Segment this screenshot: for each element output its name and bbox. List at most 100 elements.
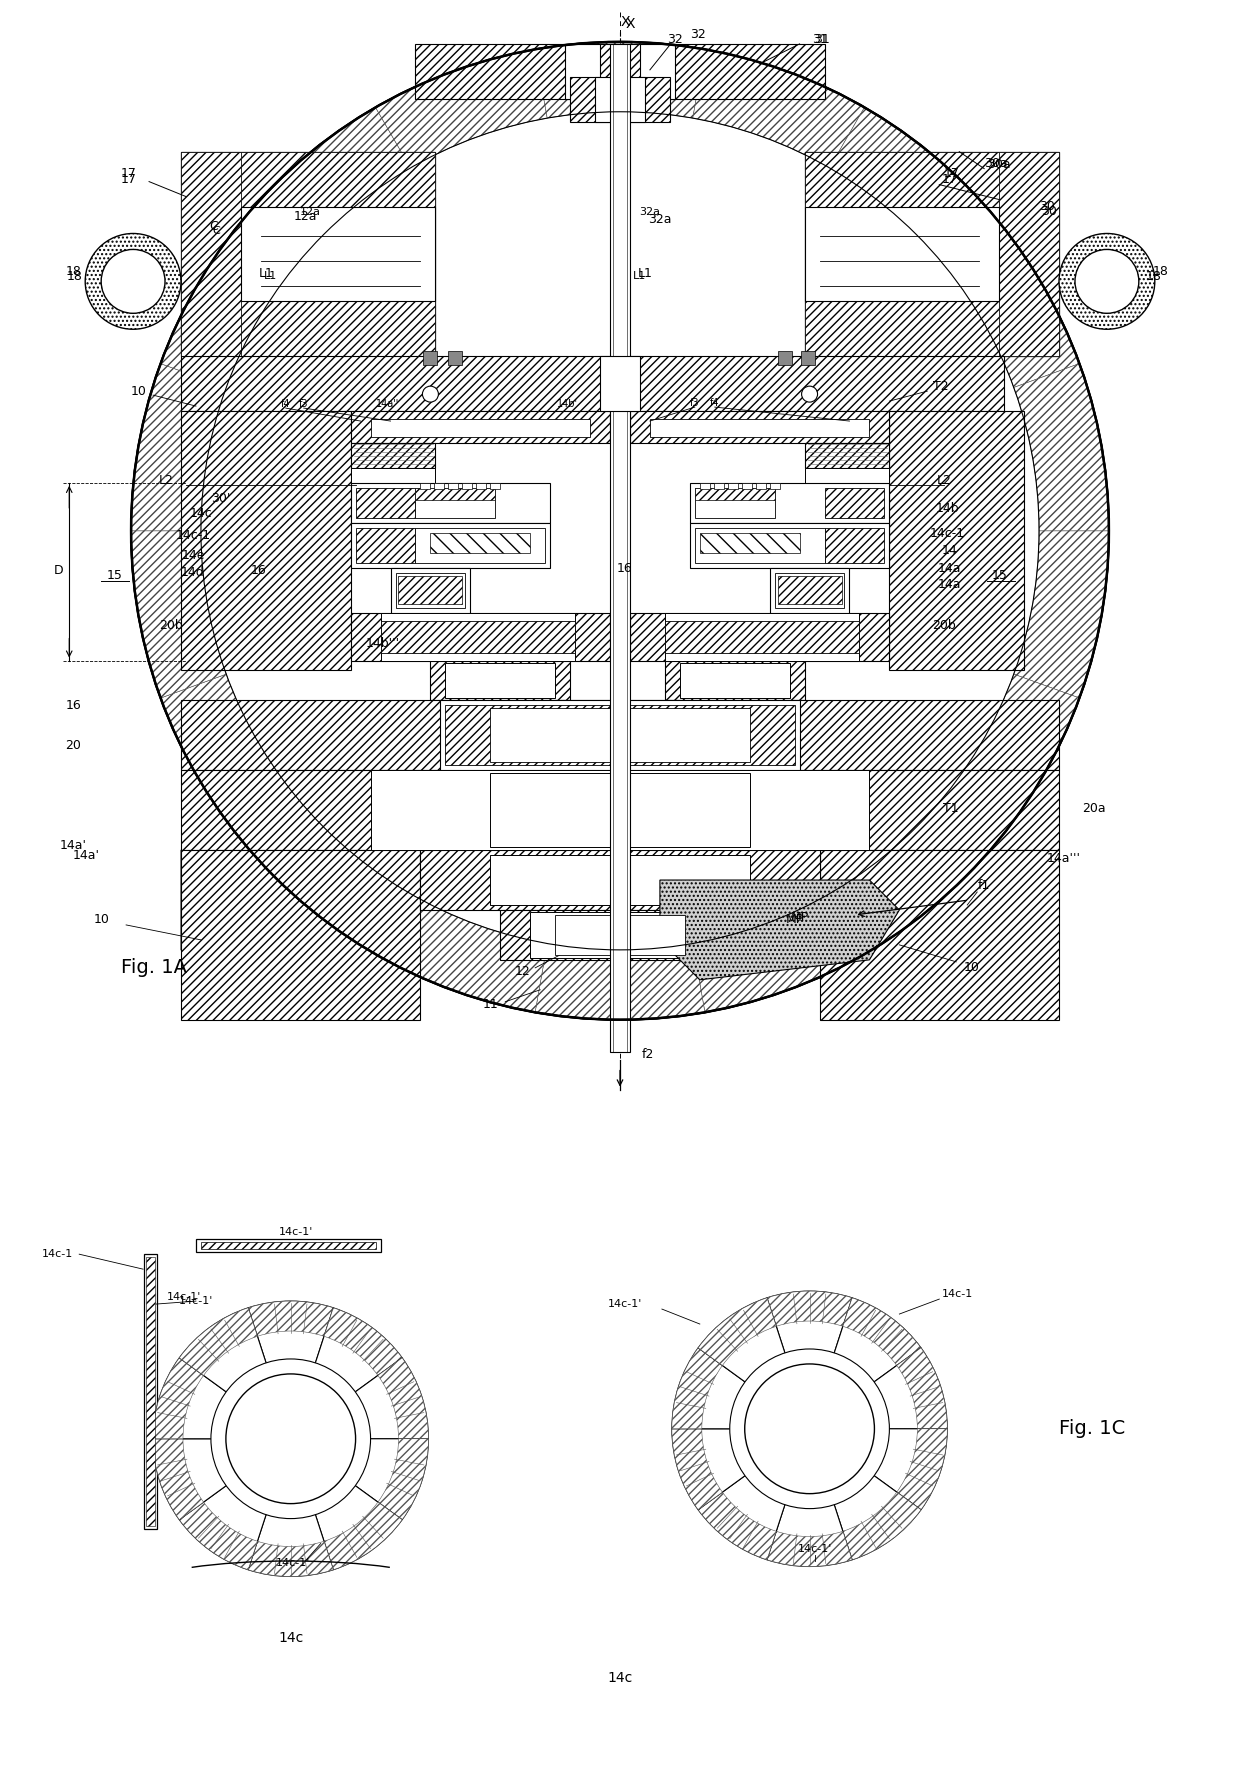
Text: T2: T2 [934, 380, 949, 393]
Wedge shape [941, 216, 1079, 388]
Text: 14a': 14a' [73, 848, 99, 861]
Bar [181, 152, 241, 355]
Wedge shape [536, 943, 704, 1020]
Polygon shape [820, 850, 1059, 1009]
Wedge shape [131, 364, 226, 530]
Text: 15: 15 [107, 570, 122, 582]
Wedge shape [153, 1440, 290, 1520]
Text: 14a'': 14a'' [376, 398, 399, 409]
Text: 32a: 32a [649, 213, 672, 227]
Bar [351, 482, 551, 523]
Bar [889, 411, 1024, 670]
Bar [825, 488, 884, 518]
Bar [742, 482, 751, 489]
Text: 14c-1: 14c-1 [930, 527, 965, 541]
Bar [449, 352, 463, 364]
Bar [805, 468, 889, 482]
Text: 14a: 14a [937, 563, 961, 575]
Bar [241, 152, 435, 207]
Bar [381, 620, 575, 652]
Bar [556, 914, 684, 956]
Wedge shape [161, 673, 299, 845]
Text: 14c: 14c [190, 507, 212, 520]
Text: 20b: 20b [159, 620, 182, 632]
Text: 14: 14 [941, 545, 957, 557]
Text: Fig. 1A: Fig. 1A [122, 959, 187, 977]
Wedge shape [830, 107, 994, 261]
Text: 18: 18 [66, 264, 81, 279]
Text: f1: f1 [978, 879, 991, 891]
Bar [351, 613, 610, 661]
Wedge shape [810, 1429, 947, 1509]
Text: L1: L1 [264, 271, 278, 282]
Bar [381, 613, 575, 661]
Wedge shape [290, 1440, 429, 1520]
Text: 16: 16 [618, 563, 632, 575]
Bar [777, 352, 791, 364]
Bar [728, 482, 738, 489]
Bar [415, 488, 495, 518]
Polygon shape [660, 880, 899, 981]
Text: 18: 18 [66, 270, 82, 282]
Bar [630, 613, 889, 661]
Bar [630, 411, 889, 443]
Bar [531, 913, 709, 957]
Text: 14a': 14a' [60, 839, 87, 852]
Circle shape [745, 1365, 874, 1493]
Wedge shape [248, 1300, 334, 1336]
Wedge shape [246, 107, 410, 261]
Bar [181, 411, 351, 670]
Bar [181, 700, 1059, 770]
Bar [805, 152, 1059, 355]
Wedge shape [376, 50, 547, 168]
Text: MP: MP [790, 911, 808, 925]
Bar [755, 482, 765, 489]
Bar [351, 443, 435, 468]
Bar [463, 482, 472, 489]
Bar [181, 850, 420, 1020]
Text: 17: 17 [944, 168, 960, 180]
Wedge shape [810, 1298, 921, 1429]
Bar [181, 355, 1004, 411]
Wedge shape [843, 1491, 921, 1559]
Bar [770, 568, 849, 613]
Wedge shape [768, 1429, 852, 1566]
Wedge shape [698, 1491, 776, 1559]
Text: 18: 18 [1153, 264, 1169, 279]
Text: 32a: 32a [640, 207, 661, 216]
Text: 20a: 20a [1083, 802, 1106, 814]
Wedge shape [324, 1502, 402, 1570]
Bar [570, 77, 670, 121]
Text: 30a: 30a [987, 159, 1011, 171]
Text: 17: 17 [122, 173, 138, 186]
Bar [610, 45, 630, 1052]
Text: 14b''': 14b''' [366, 638, 399, 650]
Bar [777, 575, 842, 604]
Text: 14c-1': 14c-1' [179, 1297, 213, 1306]
Circle shape [730, 1348, 889, 1509]
Bar [825, 529, 884, 563]
Text: f3: f3 [691, 398, 699, 407]
Bar [430, 661, 570, 700]
Text: 14e: 14e [181, 550, 205, 563]
Circle shape [86, 234, 181, 329]
Text: 10: 10 [131, 384, 148, 398]
Text: 14c-1: 14c-1 [42, 1248, 73, 1259]
Bar [500, 909, 740, 959]
Wedge shape [248, 1440, 334, 1577]
Wedge shape [1014, 530, 1109, 698]
Bar [770, 482, 780, 489]
Circle shape [131, 41, 1109, 1020]
Text: 14c-1': 14c-1' [279, 1227, 312, 1238]
Circle shape [801, 386, 817, 402]
Bar [430, 532, 531, 552]
Bar [665, 620, 859, 652]
Bar [201, 1243, 376, 1248]
Text: L1: L1 [637, 266, 652, 280]
Circle shape [702, 1322, 918, 1536]
Bar [680, 663, 790, 698]
Bar [398, 575, 463, 604]
Text: 20b: 20b [932, 620, 956, 632]
Text: f4: f4 [281, 398, 290, 409]
Text: 14a: 14a [937, 579, 961, 591]
